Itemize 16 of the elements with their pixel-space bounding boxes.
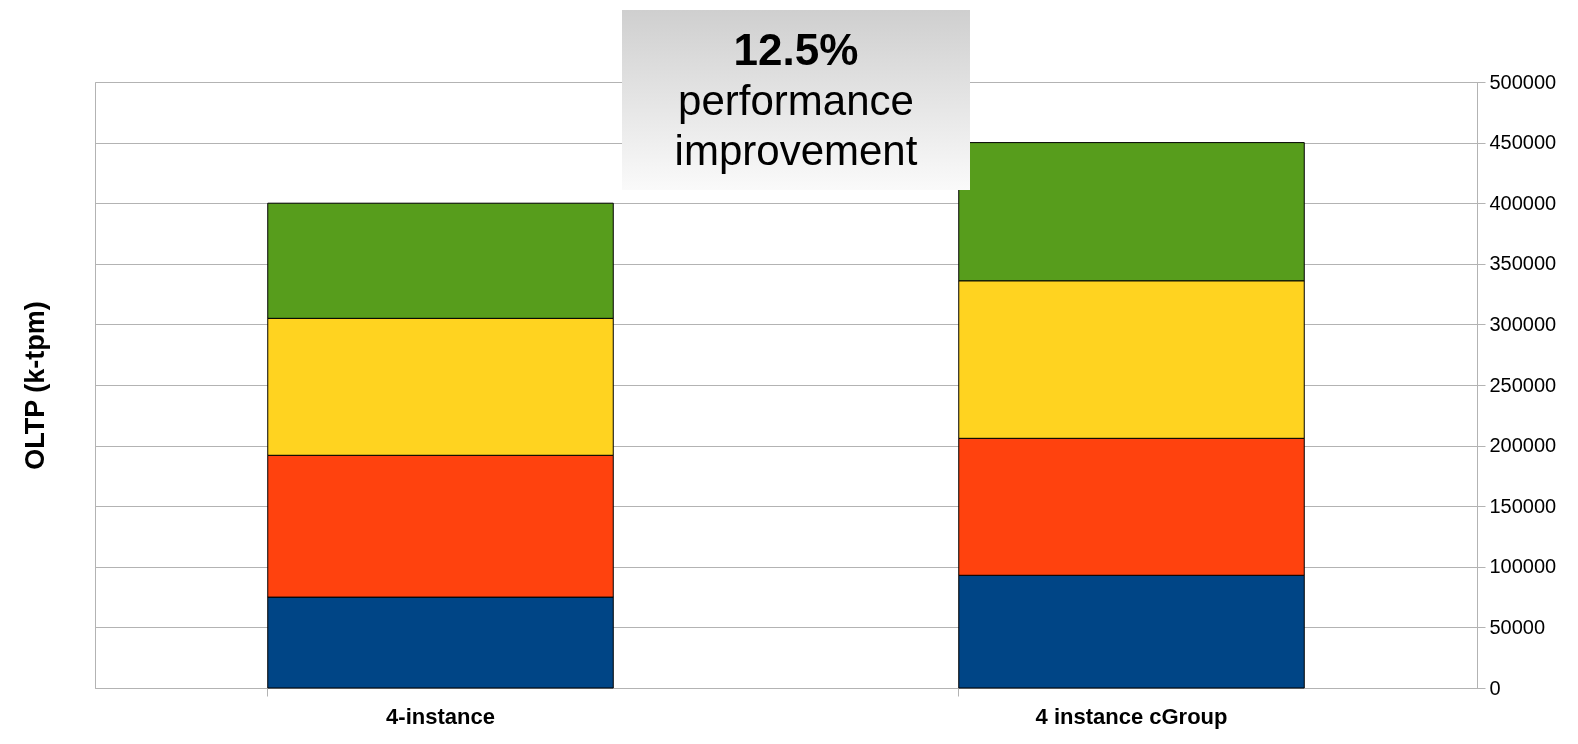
y-tick-label: 100000 bbox=[1489, 555, 1557, 578]
y-tick-label: 350000 bbox=[1489, 252, 1557, 275]
y-tick-label: 250000 bbox=[1489, 373, 1557, 396]
y-tick-label: 450000 bbox=[1489, 131, 1557, 154]
annotation: performance improvement bbox=[673, 76, 919, 176]
y-tick-label: 0 bbox=[1489, 676, 1501, 699]
y-tick-label: 50000 bbox=[1489, 615, 1546, 638]
x-tick-label: 4 instance cGroup bbox=[1035, 703, 1228, 729]
x-tick-label: 4-instance bbox=[386, 703, 495, 729]
y-axis-title: OLTP (k-tpm) bbox=[19, 301, 50, 470]
y-tick-label: 400000 bbox=[1489, 191, 1557, 214]
text: 12.5% bbox=[732, 24, 860, 76]
y-tick-label: 150000 bbox=[1489, 494, 1557, 517]
y-tick-label: 200000 bbox=[1489, 434, 1557, 457]
y-tick-label: 300000 bbox=[1489, 312, 1557, 335]
y-tick-label: 500000 bbox=[1489, 70, 1557, 93]
